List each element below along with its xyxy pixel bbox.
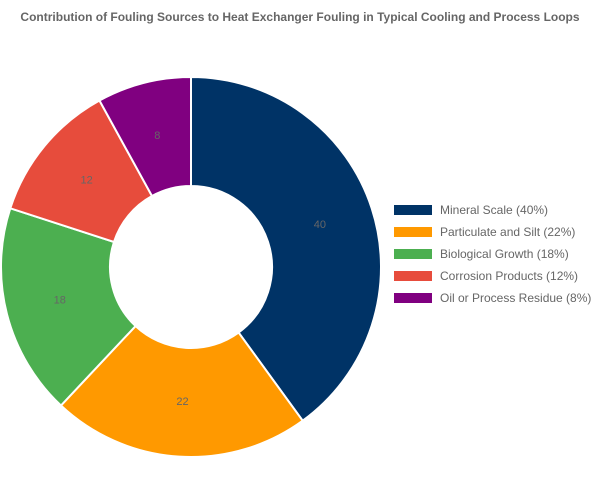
legend-swatch <box>394 227 432 237</box>
slice-particulate-and-silt[interactable] <box>59 324 305 458</box>
legend-label: Biological Growth (18%) <box>440 247 569 261</box>
legend-item[interactable]: Corrosion Products (12%) <box>394 265 600 287</box>
slice-value-label: 40 <box>314 219 326 231</box>
legend-label: Corrosion Products (12%) <box>440 269 579 283</box>
legend-swatch <box>394 205 432 215</box>
legend-item[interactable]: Mineral Scale (40%) <box>394 199 600 221</box>
legend-label: Oil or Process Residue (8%) <box>440 291 592 305</box>
legend-label: Mineral Scale (40%) <box>440 203 549 217</box>
legend-swatch <box>394 271 432 281</box>
legend-swatch <box>394 293 432 303</box>
slice-value-label: 8 <box>154 130 160 142</box>
legend-item[interactable]: Oil or Process Residue (8%) <box>394 287 600 309</box>
slice-value-label: 12 <box>80 175 92 187</box>
chart-legend: Mineral Scale (40%) Particulate and Silt … <box>394 199 600 309</box>
slice-value-label: 18 <box>54 295 66 307</box>
legend-item[interactable]: Particulate and Silt (22%) <box>394 221 600 243</box>
legend-item[interactable]: Biological Growth (18%) <box>394 243 600 265</box>
chart-title: Contribution of Fouling Sources to Heat … <box>20 10 580 24</box>
slice-mineral-scale[interactable] <box>190 75 382 423</box>
legend-swatch <box>394 249 432 259</box>
slice-value-label: 22 <box>176 396 188 408</box>
slice-oil-or-process-residue[interactable] <box>98 75 192 198</box>
slice-biological-growth[interactable] <box>0 207 137 407</box>
legend-label: Particulate and Silt (22%) <box>440 225 576 239</box>
